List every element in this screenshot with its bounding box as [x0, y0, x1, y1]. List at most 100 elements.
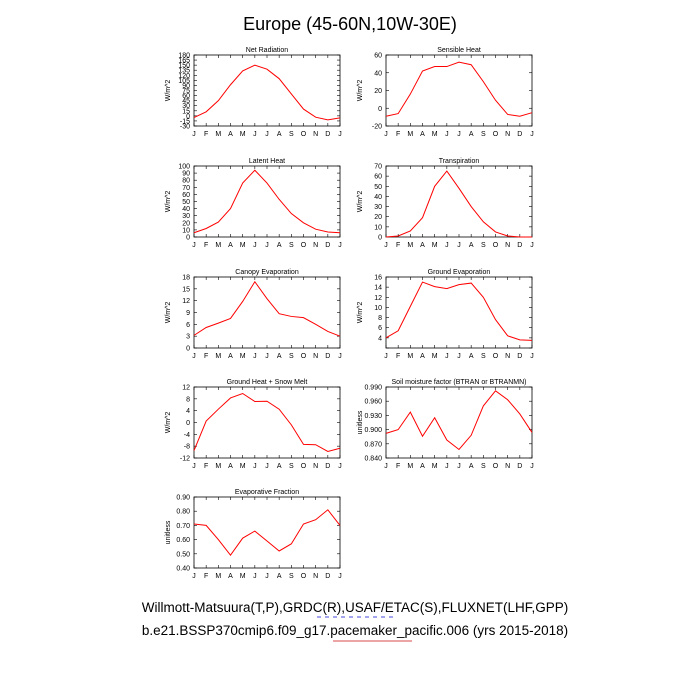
x-tick-label: O	[301, 353, 307, 360]
x-tick-label: J	[384, 242, 388, 249]
x-tick-label: J	[253, 573, 257, 580]
x-tick-label: F	[396, 131, 400, 138]
y-tick-label: -30	[180, 124, 190, 131]
y-tick-label: -8	[184, 444, 190, 451]
x-tick-label: J	[253, 131, 257, 138]
x-tick-label: J	[445, 353, 449, 360]
x-tick-label: D	[517, 353, 522, 360]
figure-title: Europe (45-60N,10W-30E)	[243, 14, 457, 34]
y-tick-label: 10	[374, 224, 382, 231]
y-tick-label: 20	[374, 214, 382, 221]
x-tick-label: J	[457, 353, 461, 360]
x-tick-label: F	[204, 131, 208, 138]
x-tick-label: A	[469, 242, 474, 249]
x-tick-label: A	[277, 573, 282, 580]
x-tick-label: A	[420, 353, 425, 360]
y-tick-label: 10	[374, 305, 382, 312]
x-tick-label: M	[407, 242, 413, 249]
plot-frame	[193, 276, 341, 349]
series-line	[385, 281, 533, 341]
x-tick-label: J	[265, 573, 269, 580]
x-tick-label: J	[338, 463, 342, 470]
series-line	[193, 64, 341, 121]
x-tick-label: M	[240, 573, 246, 580]
x-tick-label: M	[215, 242, 221, 249]
y-tick-label: 30	[374, 204, 382, 211]
x-tick-label: F	[396, 463, 400, 470]
chart-title: Transpiration	[439, 158, 480, 165]
x-tick-label: O	[301, 131, 307, 138]
y-tick-label: 0.960	[364, 399, 382, 406]
x-tick-label: N	[505, 463, 510, 470]
x-tick-label: J	[457, 131, 461, 138]
x-tick-label: S	[481, 242, 486, 249]
x-tick-label: J	[338, 573, 342, 580]
x-tick-label: S	[481, 463, 486, 470]
x-tick-label: M	[240, 463, 246, 470]
x-tick-label: M	[432, 242, 438, 249]
y-axis-label: W/m^2	[357, 80, 364, 102]
x-tick-label: M	[240, 131, 246, 138]
x-tick-label: A	[228, 463, 233, 470]
plot-frame	[193, 54, 341, 127]
x-tick-label: N	[313, 242, 318, 249]
y-tick-label: 0.70	[176, 523, 190, 530]
x-tick-label: A	[277, 353, 282, 360]
y-tick-label: 70	[182, 185, 190, 192]
x-tick-label: A	[420, 131, 425, 138]
x-tick-label: O	[301, 242, 307, 249]
y-axis-label: W/m^2	[165, 412, 172, 434]
x-tick-label: J	[384, 131, 388, 138]
series-line	[193, 280, 341, 337]
x-tick-label: J	[457, 242, 461, 249]
y-axis-label: unitless	[357, 410, 364, 434]
x-tick-label: J	[445, 131, 449, 138]
x-tick-label: J	[445, 463, 449, 470]
x-tick-label: M	[407, 463, 413, 470]
x-tick-label: S	[481, 131, 486, 138]
chart-title: Soil moisture factor (BTRAN or BTRANMN)	[392, 379, 527, 386]
x-tick-label: F	[204, 463, 208, 470]
x-tick-label: F	[396, 353, 400, 360]
y-tick-label: 135	[178, 68, 190, 75]
y-tick-label: 60	[374, 53, 382, 60]
x-tick-label: N	[313, 131, 318, 138]
y-tick-label: 9	[186, 310, 190, 317]
y-tick-label: 180	[178, 53, 190, 60]
plot-frame	[385, 276, 533, 349]
y-tick-label: 70	[374, 164, 382, 171]
plot-frame	[193, 496, 341, 569]
y-tick-label: 0.990	[364, 385, 382, 392]
x-tick-label: O	[493, 353, 499, 360]
x-tick-label: N	[505, 242, 510, 249]
y-tick-label: 6	[378, 325, 382, 332]
y-tick-label: 50	[374, 184, 382, 191]
x-tick-label: O	[301, 573, 307, 580]
x-tick-label: D	[325, 131, 330, 138]
series-line	[193, 392, 341, 453]
x-tick-label: J	[338, 131, 342, 138]
y-tick-label: 90	[182, 171, 190, 178]
x-tick-label: M	[432, 463, 438, 470]
x-tick-label: J	[445, 242, 449, 249]
x-tick-label: A	[469, 131, 474, 138]
y-tick-label: 0.900	[364, 427, 382, 434]
y-tick-label: 14	[374, 285, 382, 292]
y-tick-label: 0	[186, 113, 190, 120]
x-tick-label: D	[517, 131, 522, 138]
y-tick-label: 60	[182, 93, 190, 100]
y-tick-label: 0.50	[176, 551, 190, 558]
y-tick-label: 0	[378, 106, 382, 113]
x-tick-label: A	[228, 131, 233, 138]
x-tick-label: O	[301, 463, 307, 470]
x-tick-label: J	[265, 463, 269, 470]
y-tick-label: 12	[374, 295, 382, 302]
x-tick-label: D	[517, 242, 522, 249]
y-tick-label: 3	[186, 334, 190, 341]
x-tick-label: D	[517, 463, 522, 470]
plot-frame	[385, 54, 533, 127]
